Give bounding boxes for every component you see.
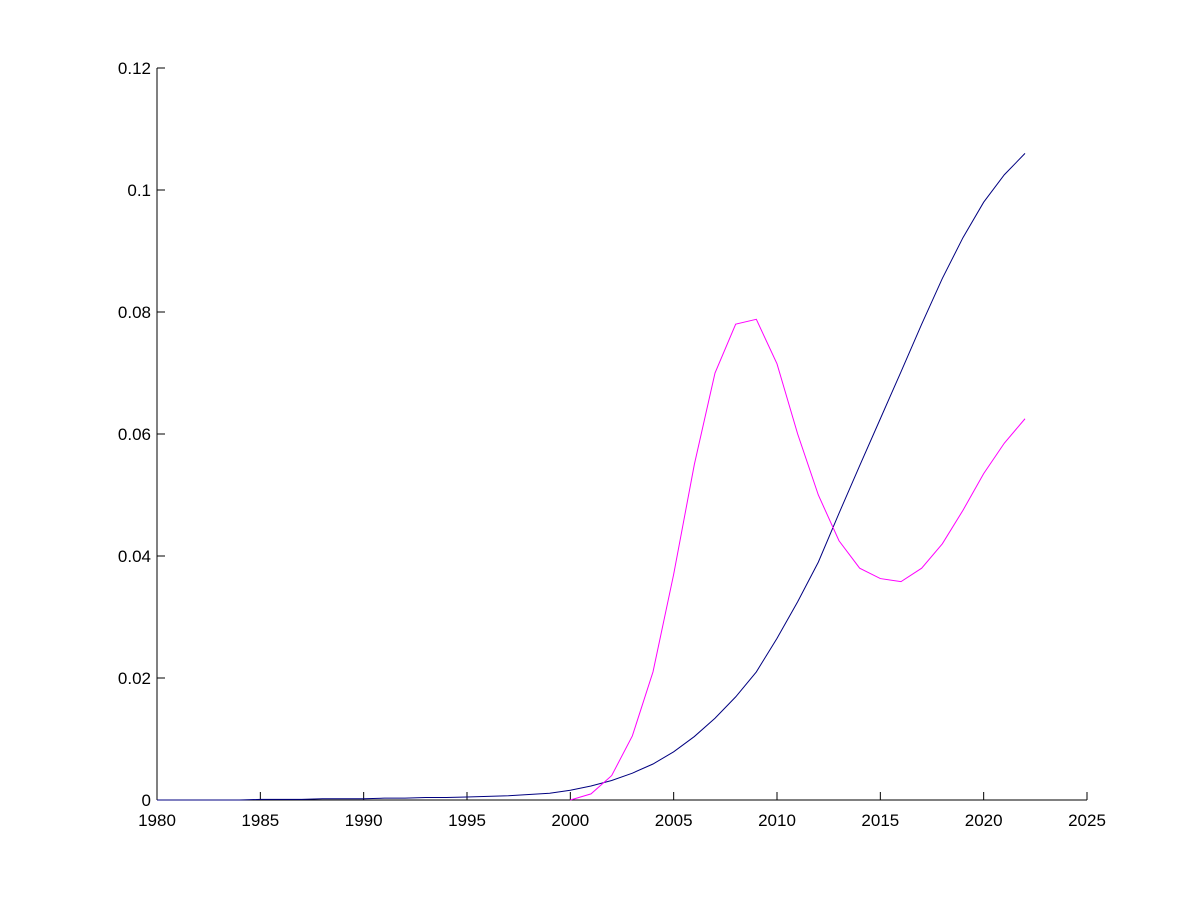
- x-tick-label: 1985: [241, 811, 279, 830]
- x-tick-label: 2000: [551, 811, 589, 830]
- x-tick-label: 2015: [861, 811, 899, 830]
- x-tick-label: 1980: [138, 811, 176, 830]
- y-tick-label: 0.12: [118, 59, 151, 78]
- x-tick-label: 2010: [758, 811, 796, 830]
- x-tick-label: 2020: [965, 811, 1003, 830]
- y-tick-label: 0: [142, 791, 151, 810]
- data-line: [157, 153, 1026, 801]
- x-tick-label: 1995: [448, 811, 486, 830]
- y-tick-label: 0.02: [118, 669, 151, 688]
- y-tick-label: 0.06: [118, 425, 151, 444]
- y-tick-label: 0.04: [118, 547, 151, 566]
- x-tick-label: 1990: [345, 811, 383, 830]
- x-tick-label: 2005: [655, 811, 693, 830]
- x-tick-label: 2025: [1068, 811, 1106, 830]
- data-line: [570, 318, 1026, 801]
- y-tick-label: 0.08: [118, 303, 151, 322]
- y-tick-label: 0.1: [127, 181, 151, 200]
